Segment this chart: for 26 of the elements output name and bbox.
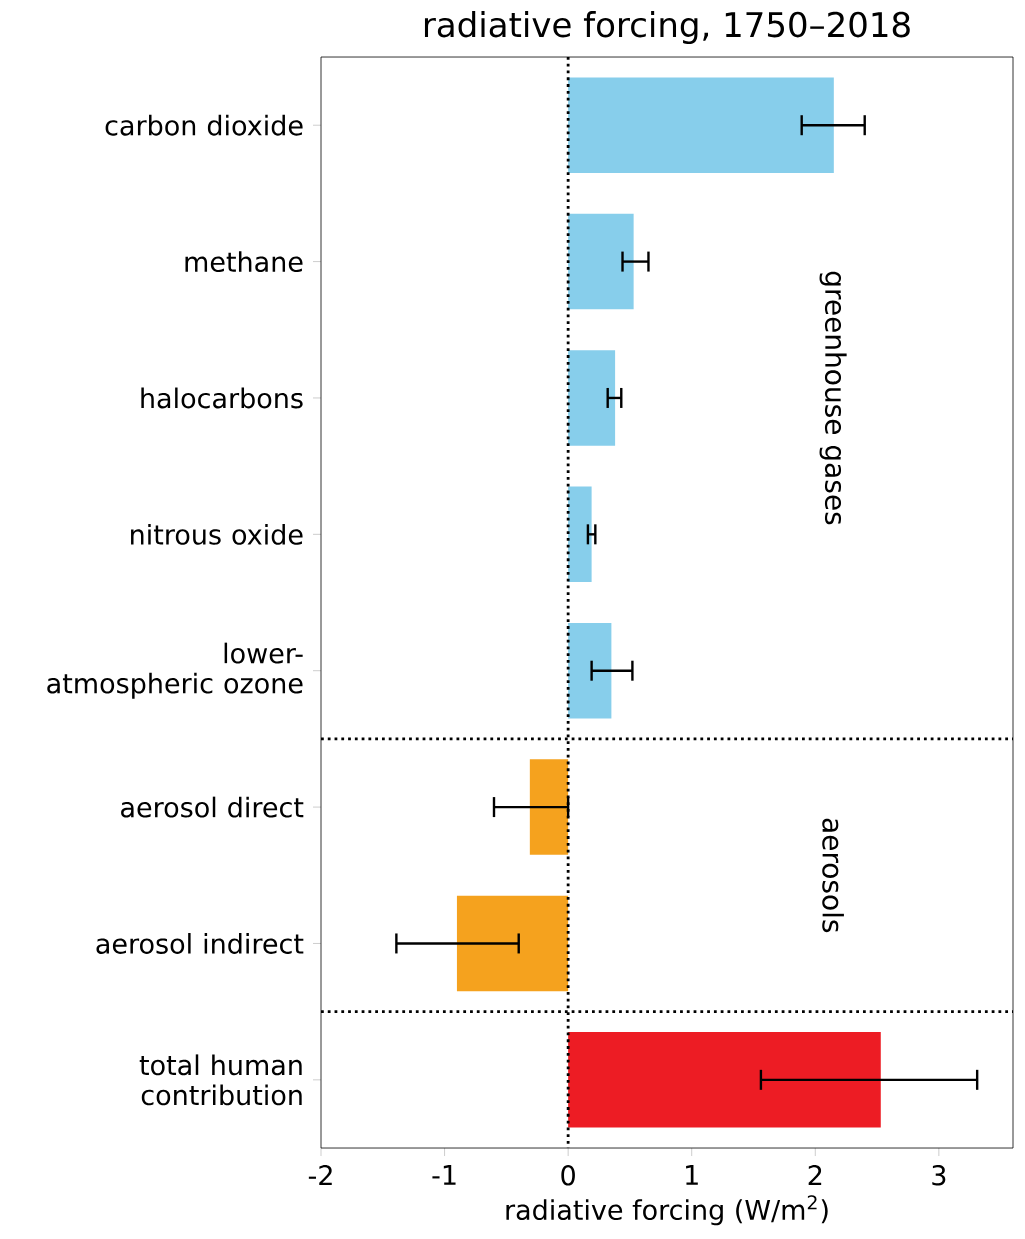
bar (568, 350, 616, 446)
y-tick-label: nitrous oxide (131, 523, 303, 545)
bar (568, 622, 612, 719)
annotation: aerosols (822, 818, 844, 933)
x-axis-title: radiative forcing (W/m$^{2}$) (506, 1195, 828, 1226)
y-tick-label: aerosol direct (121, 796, 304, 818)
bar (456, 895, 569, 992)
bar (568, 1032, 881, 1128)
y-tick-label: lower-atmospheric ozone (47, 642, 303, 699)
y-tick-label: aerosol indirect (96, 933, 304, 954)
x-tick-label: 2 (808, 1165, 822, 1186)
bar (529, 759, 569, 855)
x-tick-label: 0 (561, 1165, 575, 1186)
x-tick-label: -2 (308, 1165, 332, 1186)
y-tick-label: halocarbons (141, 387, 303, 409)
x-tick-label: 1 (686, 1165, 698, 1185)
chart-title: radiative forcing, 1750–2018 (424, 11, 910, 44)
bar (568, 77, 834, 173)
bar (568, 213, 634, 310)
annotation: greenhouse gases (819, 271, 847, 525)
x-tick-label: 3 (932, 1165, 946, 1186)
y-tick-label: total human contribution (139, 1054, 302, 1106)
y-tick-label: carbon dioxide (105, 114, 303, 136)
x-tick-label: -1 (432, 1165, 456, 1185)
bar (568, 486, 592, 583)
y-tick-label: methane (185, 251, 303, 273)
